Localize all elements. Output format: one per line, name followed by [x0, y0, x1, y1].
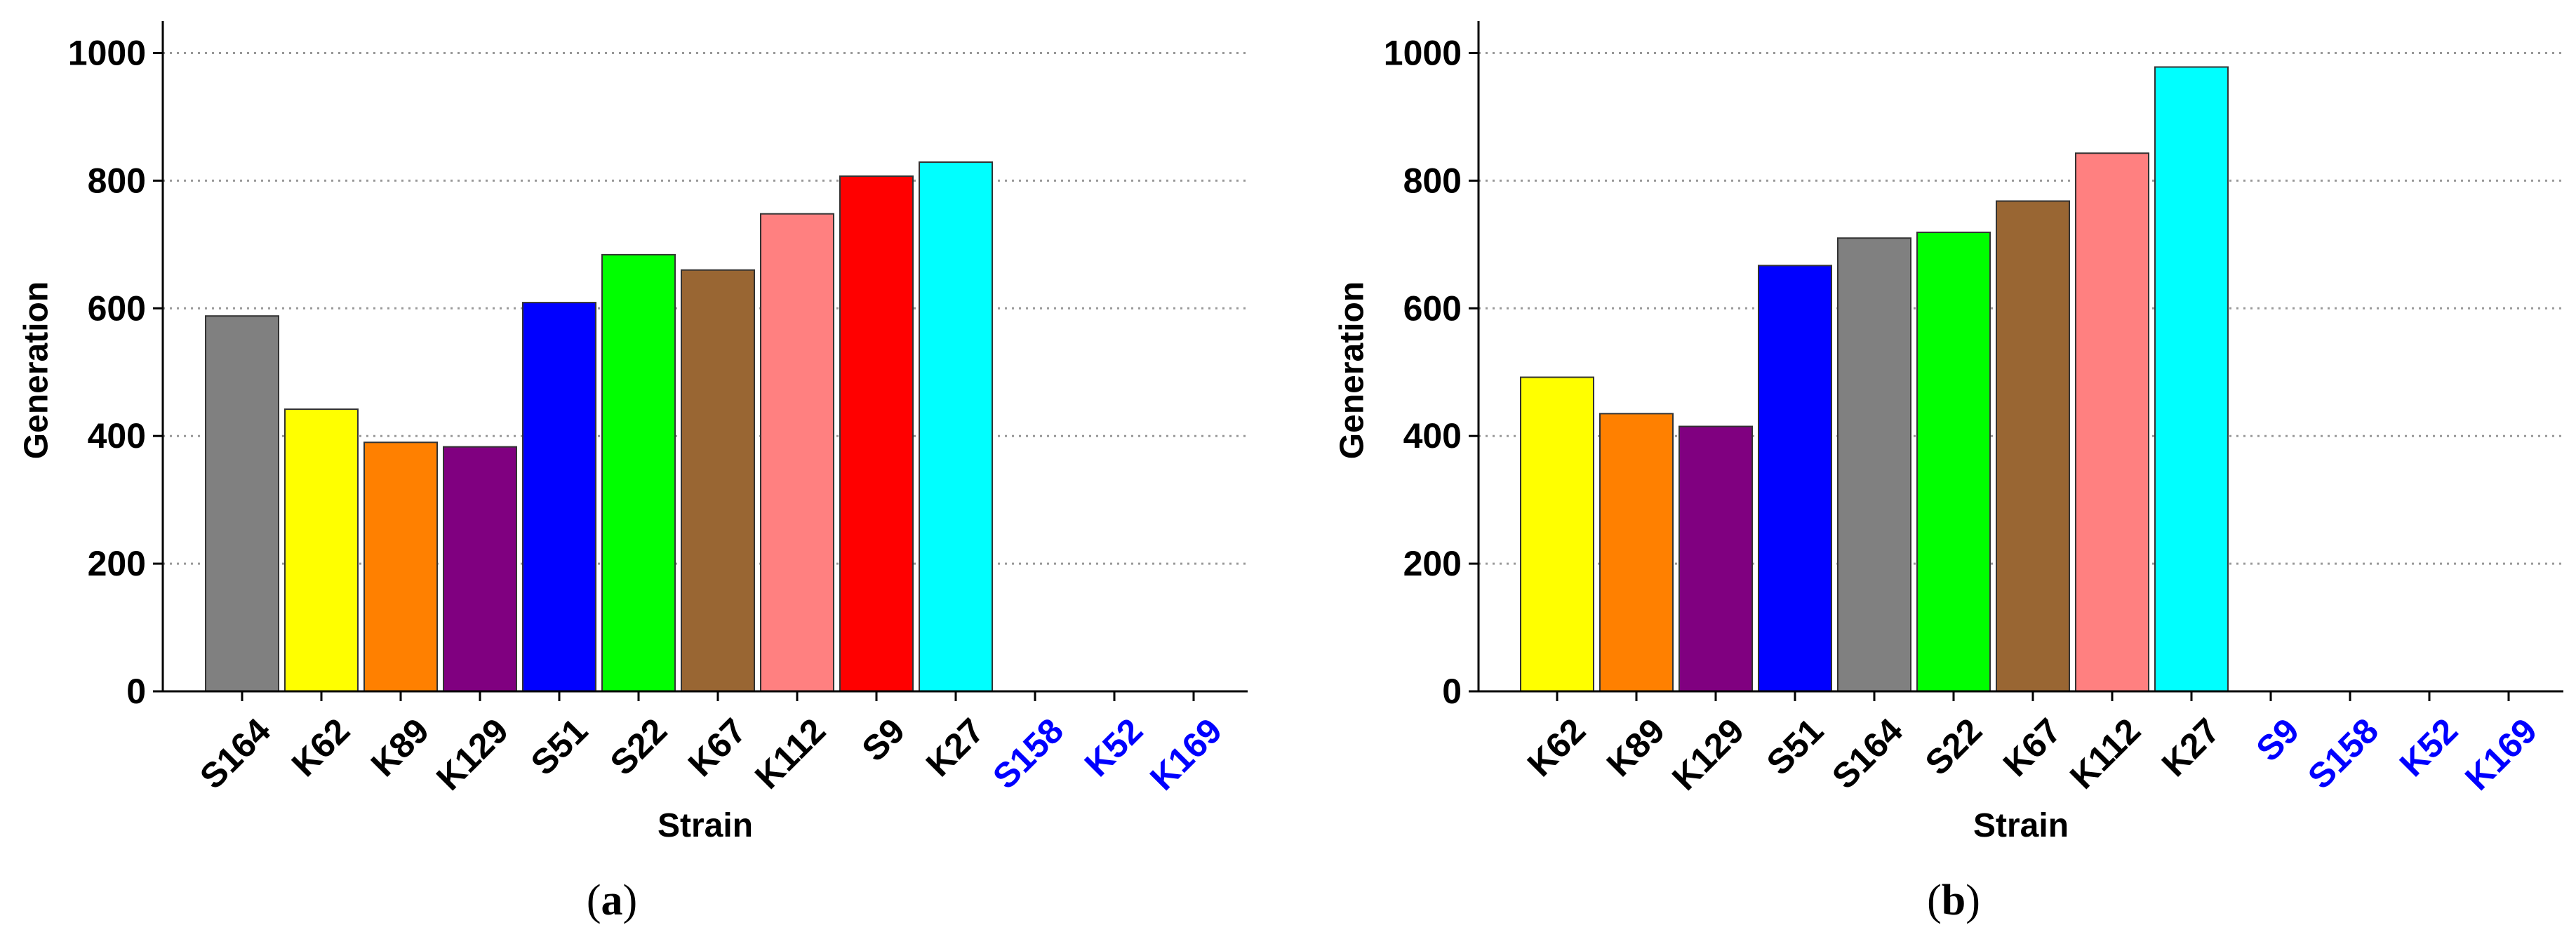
x-tick-label: K62 [284, 711, 357, 784]
bar-S22 [601, 253, 676, 692]
x-tick-label: S158 [985, 711, 1071, 797]
x-tick-label: K129 [429, 711, 516, 798]
x-tick-label: K52 [2392, 711, 2465, 784]
bar-S164 [1837, 237, 1911, 692]
x-tick-label: K62 [1520, 711, 1593, 784]
caption-letter: a [601, 877, 623, 924]
y-tick-label: 400 [1403, 416, 1462, 456]
bar-S9 [839, 175, 914, 692]
bar-K112 [760, 213, 834, 692]
x-tick-label: S22 [1918, 711, 1990, 783]
x-tick-label: K129 [1664, 711, 1751, 798]
x-tick-label: S9 [854, 711, 912, 769]
y-tick-label: 1000 [1384, 33, 1462, 72]
panel-caption: (b) [1927, 877, 1980, 924]
bar-K62 [284, 408, 359, 692]
x-tick-label: K67 [681, 711, 754, 784]
y-tick-label: 0 [126, 672, 146, 711]
y-tick-label: 800 [1403, 161, 1462, 200]
bar-K89 [363, 441, 438, 692]
x-tick-label: S51 [1759, 711, 1831, 783]
bar-K27 [2154, 66, 2229, 692]
x-tick-label: K169 [1142, 711, 1229, 798]
bar-K129 [1679, 425, 1753, 692]
bar-K129 [443, 446, 517, 693]
y-tick-label: 400 [88, 416, 146, 456]
bar-K67 [1996, 200, 2070, 692]
bar-K27 [919, 161, 993, 692]
bar-S51 [522, 302, 596, 693]
x-tick-label: K89 [1599, 711, 1672, 784]
y-axis-title: Generation [18, 281, 55, 459]
caption-open-paren: ( [1927, 877, 1942, 924]
x-tick-label: S9 [2248, 711, 2307, 769]
x-tick-label: K52 [1077, 711, 1150, 784]
x-tick-label: K89 [363, 711, 436, 784]
bar-S51 [1758, 265, 1832, 693]
caption-letter: b [1942, 877, 1966, 924]
y-tick-label: 200 [88, 544, 146, 583]
bar-K67 [681, 269, 755, 692]
x-tick-label: K112 [2062, 711, 2148, 797]
y-tick-label: 1000 [68, 33, 146, 72]
y-axis-title: Generation [1334, 281, 1371, 459]
y-tick-label: 200 [1403, 544, 1462, 583]
y-tick-label: 600 [1403, 288, 1462, 328]
caption-close-paren: ) [1966, 877, 1980, 924]
bar-K112 [2075, 152, 2149, 692]
x-tick-label: K112 [747, 711, 833, 797]
x-tick-label: S158 [2300, 711, 2386, 797]
x-tick-label: S164 [192, 711, 278, 797]
bar-S22 [1916, 232, 1991, 692]
y-tick-label: 0 [1442, 672, 1462, 711]
x-axis-title: Strain [1973, 807, 2069, 844]
x-tick-label: K27 [2154, 711, 2227, 784]
caption-close-paren: ) [623, 877, 638, 924]
y-tick-label: 800 [88, 161, 146, 200]
panel-caption: (a) [587, 877, 637, 924]
y-tick-label: 600 [88, 288, 146, 328]
x-tick-label: S51 [523, 711, 596, 783]
caption-open-paren: ( [587, 877, 601, 924]
bar-K62 [1520, 376, 1594, 692]
x-tick-label: K169 [2457, 711, 2544, 798]
x-tick-label: S22 [603, 711, 675, 783]
x-tick-label: S164 [1824, 711, 1910, 797]
x-tick-label: K27 [919, 711, 992, 784]
x-axis-title: Strain [658, 807, 753, 844]
x-tick-label: K67 [1996, 711, 2069, 784]
bar-S164 [205, 315, 279, 692]
bar-K89 [1599, 413, 1674, 692]
